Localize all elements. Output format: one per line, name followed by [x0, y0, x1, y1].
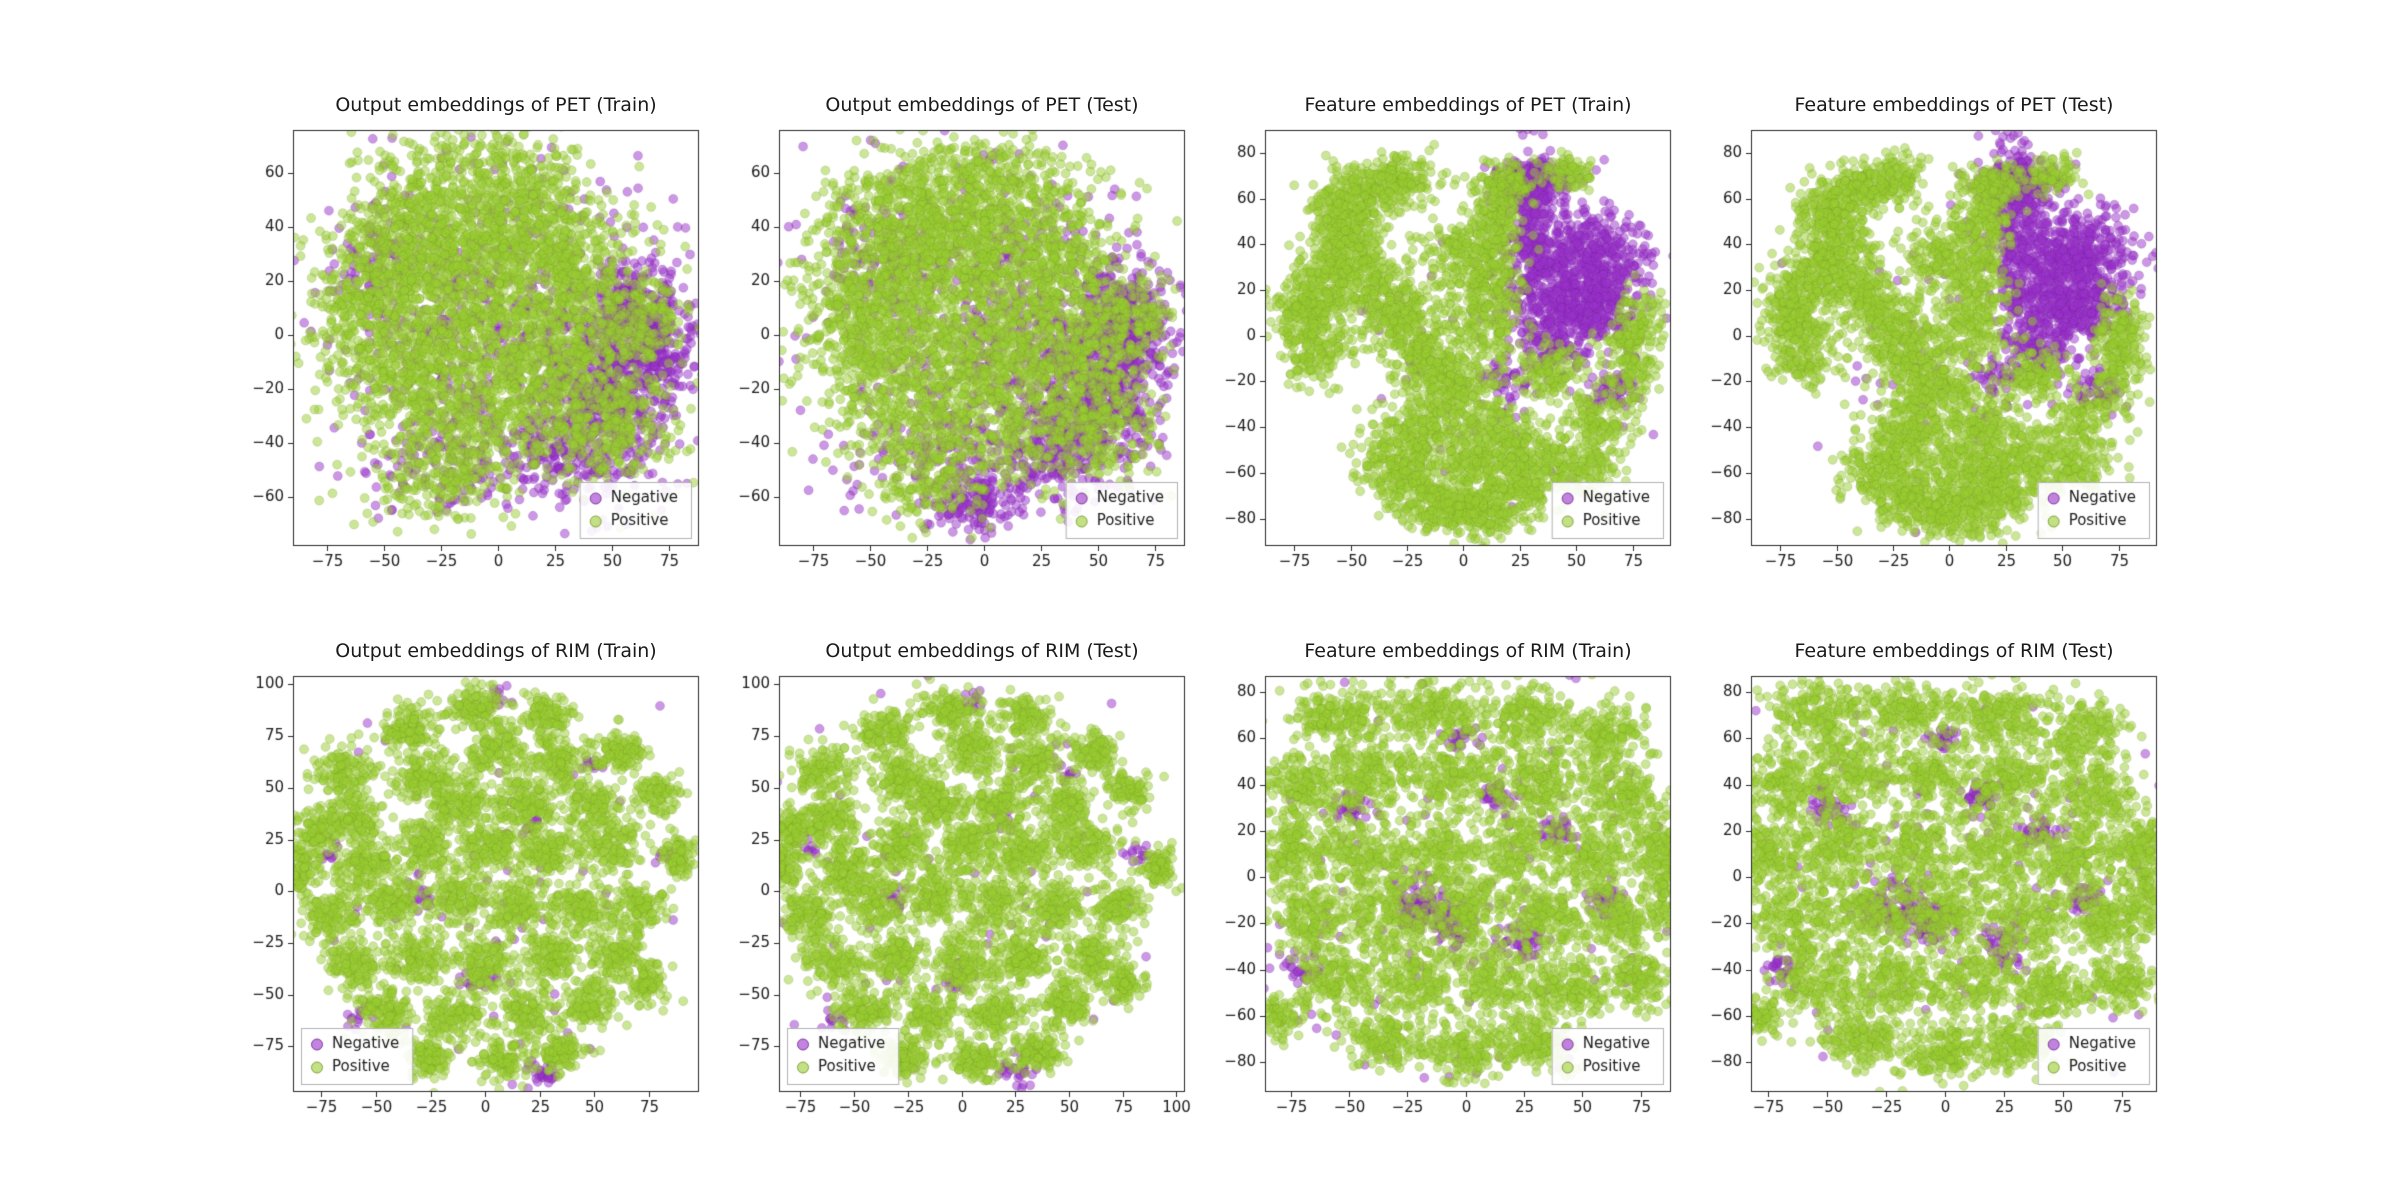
subplot-feature-pet-test: Feature embeddings of PET (Test)	[1693, 92, 2165, 592]
subplot-output-rim-test: Output embeddings of RIM (Test)	[721, 638, 1193, 1138]
scatter-plot-canvas	[721, 666, 1193, 1136]
scatter-plot-canvas	[721, 120, 1193, 590]
figure-grid: Output embeddings of PET (Train) Output …	[235, 92, 2165, 1138]
subplot-output-pet-train: Output embeddings of PET (Train)	[235, 92, 707, 592]
scatter-plot-canvas	[1207, 120, 1679, 590]
plot-title: Feature embeddings of RIM (Test)	[1794, 640, 2114, 662]
subplot-output-pet-test: Output embeddings of PET (Test)	[721, 92, 1193, 592]
plot-title: Output embeddings of PET (Test)	[825, 94, 1139, 116]
plot-title: Feature embeddings of PET (Train)	[1304, 94, 1632, 116]
scatter-plot-canvas	[1693, 666, 2165, 1136]
plot-title: Output embeddings of RIM (Train)	[335, 640, 657, 662]
scatter-plot-canvas	[1207, 666, 1679, 1136]
subplot-output-rim-train: Output embeddings of RIM (Train)	[235, 638, 707, 1138]
plot-title: Output embeddings of PET (Train)	[335, 94, 657, 116]
subplot-feature-rim-train: Feature embeddings of RIM (Train)	[1207, 638, 1679, 1138]
scatter-plot-canvas	[235, 120, 707, 590]
plot-title: Feature embeddings of RIM (Train)	[1304, 640, 1632, 662]
plot-title: Feature embeddings of PET (Test)	[1794, 94, 2114, 116]
plot-title: Output embeddings of RIM (Test)	[825, 640, 1139, 662]
scatter-plot-canvas	[235, 666, 707, 1136]
subplot-feature-pet-train: Feature embeddings of PET (Train)	[1207, 92, 1679, 592]
scatter-plot-canvas	[1693, 120, 2165, 590]
subplot-feature-rim-test: Feature embeddings of RIM (Test)	[1693, 638, 2165, 1138]
